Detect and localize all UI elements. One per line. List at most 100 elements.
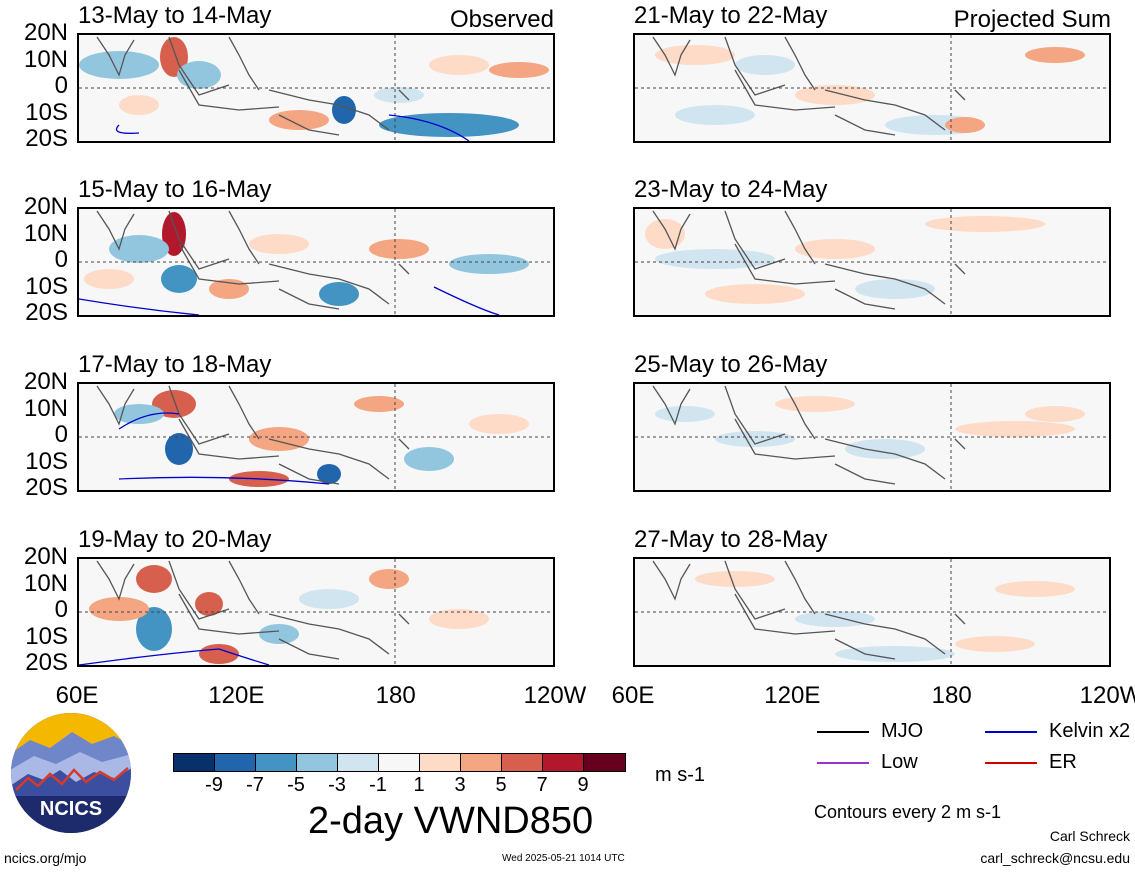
legend-line-kelvin — [985, 730, 1037, 733]
anomaly-shading — [317, 464, 341, 484]
anomaly-shading — [114, 404, 164, 424]
anomaly-shading — [645, 219, 685, 249]
anomaly-shading — [835, 646, 955, 662]
legend-line-low — [817, 761, 869, 764]
map-panel-observed-4 — [77, 557, 555, 667]
logo-text: NCICS — [40, 798, 102, 820]
anomaly-shading — [354, 396, 404, 412]
anomaly-shading — [995, 581, 1075, 597]
lat-tick-label: 0 — [54, 246, 68, 273]
lat-tick-label: 10N — [23, 569, 68, 597]
variable-title: 2-day VWND850 — [308, 800, 594, 842]
anomaly-shading — [269, 110, 329, 130]
lat-tick-label: 20S — [25, 474, 68, 501]
anomaly-shading — [945, 117, 985, 133]
anomaly-shading — [775, 396, 855, 412]
anomaly-shading — [249, 234, 309, 254]
anomaly-shading — [855, 279, 935, 299]
map-field — [635, 209, 1109, 315]
panel-title-right-4: 27-May to 28-May — [634, 526, 828, 553]
lat-tick-label: 10N — [23, 45, 68, 73]
lat-tick-label: 0 — [54, 72, 68, 99]
kelvin-contour — [118, 412, 330, 485]
panel-title-right-3: 25-May to 26-May — [634, 351, 828, 378]
footer-email[interactable]: carl_schreck@ncsu.edu — [980, 850, 1130, 866]
map-panel-projected-1 — [633, 33, 1111, 143]
anomaly-shading — [374, 87, 424, 103]
anomaly-shading — [209, 279, 249, 299]
colorbar-swatch — [215, 754, 256, 771]
anomaly-shading — [1025, 47, 1085, 63]
colorbar-tick-label: 3 — [454, 774, 466, 796]
colorbar-swatch — [420, 754, 461, 771]
panel-title-right-1: 21-May to 22-May — [634, 2, 828, 29]
lon-tick-label: 120E — [764, 682, 821, 709]
lat-tick-label: 20N — [23, 19, 68, 46]
footer-timestamp: Wed 2025-05-21 1014 UTC — [502, 853, 625, 864]
lat-tick-label: 20S — [25, 125, 68, 152]
colorbar-tick-label: -3 — [328, 774, 346, 796]
colorbar-swatch — [543, 754, 584, 771]
lon-tick-label: 120E — [208, 682, 265, 709]
anomaly-shading — [89, 597, 149, 621]
anomaly-shading — [84, 269, 134, 289]
lat-tick-label: 20S — [25, 299, 68, 326]
anomaly-shading — [79, 51, 159, 79]
map-panel-observed-2 — [77, 207, 555, 317]
map-panel-projected-2 — [633, 207, 1111, 317]
anomaly-shading — [299, 589, 359, 609]
legend-line-er — [985, 761, 1037, 764]
legend-label-er: ER — [1049, 751, 1077, 773]
anomaly-shading — [795, 239, 875, 259]
colorbar-tick-label: 1 — [413, 774, 425, 796]
anomaly-shading — [161, 265, 197, 293]
colorbar-swatch — [256, 754, 297, 771]
anomaly-shading — [332, 96, 356, 124]
map-panel-projected-3 — [633, 382, 1111, 492]
map-panel-observed-1 — [77, 33, 555, 143]
lat-tick-label: 20N — [23, 543, 68, 570]
lat-tick-label: 10S — [25, 622, 68, 650]
colorbar-swatch — [461, 754, 502, 771]
colorbar-tick-label: -9 — [205, 774, 223, 796]
colorbar-swatch — [174, 754, 215, 771]
anomaly-shading — [845, 439, 925, 459]
panel-title-right-2: 23-May to 24-May — [634, 176, 828, 203]
anomaly-shading — [369, 239, 429, 259]
lon-tick-label: 120W — [1079, 682, 1135, 709]
anomaly-shading — [119, 95, 159, 115]
map-field — [79, 559, 553, 665]
map-field — [635, 384, 1109, 490]
anomaly-shading — [429, 609, 489, 629]
map-panel-observed-3 — [77, 382, 555, 492]
anomaly-shading — [429, 55, 489, 75]
map-panel-projected-4 — [633, 557, 1111, 667]
anomaly-shading — [109, 235, 169, 263]
colorbar-tick-label: 5 — [495, 774, 507, 796]
legend-label-low: Low — [881, 751, 918, 773]
footer-url[interactable]: ncics.org/mjo — [4, 850, 87, 866]
colorbar-tick-label: 7 — [536, 774, 548, 796]
anomaly-shading — [655, 406, 715, 422]
legend-item-er: ER — [985, 751, 1077, 774]
colorbar-units: m s-1 — [655, 764, 705, 786]
panel-label-left-1: Observed — [449, 6, 554, 33]
anomaly-shading — [675, 105, 755, 125]
colorbar-swatch — [338, 754, 379, 771]
legend-item-mjo: MJO — [817, 720, 923, 743]
kelvin-contour — [79, 286, 500, 315]
anomaly-shading — [705, 284, 805, 304]
colorbar — [173, 753, 626, 772]
anomaly-shading — [136, 565, 172, 593]
lat-tick-label: 20S — [25, 649, 68, 676]
lat-tick-label: 0 — [54, 596, 68, 623]
map-field — [79, 35, 553, 141]
anomaly-shading — [655, 249, 775, 269]
colorbar-swatch — [502, 754, 543, 771]
lat-tick-label: 10N — [23, 394, 68, 422]
lat-tick-label: 20N — [23, 368, 68, 395]
lon-tick-label: 120W — [523, 682, 587, 709]
anomaly-shading — [469, 414, 529, 434]
colorbar-tick-label: -1 — [369, 774, 387, 796]
coastline — [96, 36, 410, 136]
